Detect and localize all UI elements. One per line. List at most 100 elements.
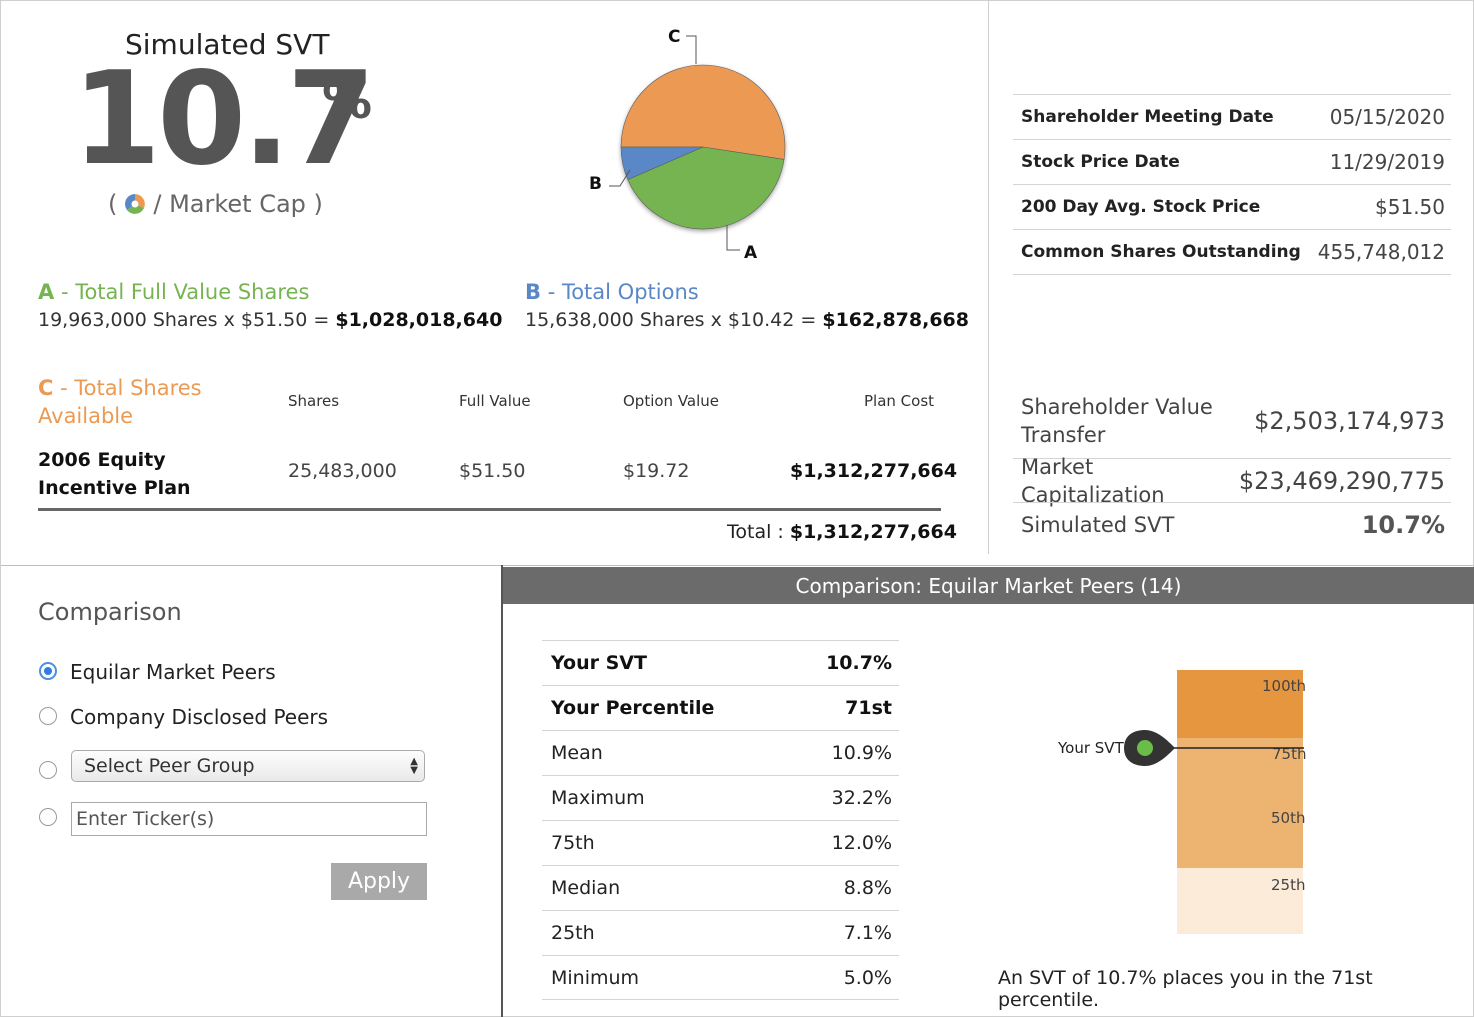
info-value: 11/29/2019 [1329,149,1445,174]
radio-ticker[interactable] [39,808,57,826]
info-row-shares-outstanding: Common Shares Outstanding 455,748,012 [1013,229,1451,275]
pie-slice-a [627,146,785,230]
svt-percent-sign: % [322,72,373,130]
radio-disclosed-peers[interactable] [39,707,57,725]
summary-label: Simulated SVT [1021,512,1175,537]
top-vertical-divider [988,0,989,554]
col-header-full-value: Full Value [459,392,531,410]
stat-row-your-svt: Your SVT 10.7% [542,640,899,685]
info-label: Common Shares Outstanding [1021,242,1301,262]
info-label: Shareholder Meeting Date [1021,106,1274,127]
calc-b-amount: $162,878,668 [822,309,969,331]
svt-formula: ( / Market Cap ) [108,190,323,218]
option-equilar-peers-label[interactable]: Equilar Market Peers [70,660,276,684]
percentile-segment-top [1177,670,1303,738]
calc-a-amount: $1,028,018,640 [335,309,503,331]
stat-value: 5.0% [843,966,892,989]
stat-label: Mean [551,742,603,764]
plan-full-value: $51.50 [459,460,526,482]
stat-label: 75th [551,832,595,854]
percentile-sentence: An SVT of 10.7% places you in the 71st p… [998,967,1373,1011]
info-row-avg-price: 200 Day Avg. Stock Price $51.50 [1013,184,1451,228]
summary-value: $23,469,290,775 [1238,466,1445,495]
percentile-segment-mid [1177,738,1303,868]
plan-cost: $1,312,277,664 [790,460,958,482]
summary-value: 10.7% [1361,510,1445,539]
info-value: 05/15/2020 [1329,104,1445,129]
calc-b: 15,638,000 Shares x $10.42 = $162,878,66… [525,309,969,331]
info-row-stock-price-date: Stock Price Date 11/29/2019 [1013,139,1451,183]
select-arrows-icon: ▲ ▼ [410,756,418,776]
stat-label: 25th [551,922,595,944]
stat-label: Minimum [551,966,640,989]
info-value: $51.50 [1375,194,1445,219]
comparison-title: Comparison [38,598,182,626]
stat-label: Your SVT [551,652,647,674]
horizontal-divider [0,565,1474,566]
stat-value: 10.7% [826,652,892,674]
calc-a: 19,963,000 Shares x $51.50 = $1,028,018,… [38,309,502,331]
stat-row-median: Median 8.8% [542,865,899,910]
summary-value: $2,503,174,973 [1254,406,1445,435]
bottom-left-panel [0,565,503,1017]
callout-a-line [726,225,740,251]
ticker-input[interactable]: Enter Ticker(s) [71,802,427,836]
info-value: 455,748,012 [1317,240,1445,264]
bottom-vertical-divider [501,565,503,1017]
percentile-label-25th: 25th [1271,876,1306,894]
option-disclosed-peers-label[interactable]: Company Disclosed Peers [70,705,329,729]
stat-value: 12.0% [831,832,892,854]
pie-slice-c [620,64,786,160]
info-row-meeting-date: Shareholder Meeting Date 05/15/2020 [1013,94,1451,138]
panel-title-bar: Comparison: Equilar Market Peers (14) [503,567,1474,604]
svt-pie-chart: C B A [589,27,786,263]
ticker-placeholder: Enter Ticker(s) [76,808,215,830]
total-value: $1,312,277,664 [789,521,957,543]
label-a-letter: A [38,280,55,304]
stat-label: Maximum [551,787,645,809]
label-b-title: - Total Options [541,280,699,304]
label-b-letter: B [525,280,542,304]
stat-row-mean: Mean 10.9% [542,730,899,775]
your-svt-marker-label: Your SVT [1058,739,1124,757]
peer-group-select-value: Select Peer Group [84,755,255,777]
stat-row-your-percentile: Your Percentile 71st [542,685,899,730]
market-cap-label: / Market Cap ) [153,190,323,218]
summary-label: Market Capitalization [1021,454,1165,507]
stat-row-75th: 75th 12.0% [542,820,899,865]
top-left-panel [0,0,989,566]
pie-label-a: A [744,243,758,263]
col-header-plan-cost: Plan Cost [864,392,935,410]
radio-equilar-peers[interactable] [39,662,57,680]
callout-c-line [686,35,697,64]
stat-row-minimum: Minimum 5.0% [542,955,899,1000]
pie-label-b: B [589,174,602,194]
info-label: Stock Price Date [1021,151,1180,172]
radio-peer-group[interactable] [39,761,57,779]
plan-total: Total : $1,312,277,664 [727,521,957,543]
total-label: Total : [727,521,790,543]
svt-big-value: 10.7 [72,45,376,194]
peer-group-select[interactable]: Select Peer Group ▲ ▼ [71,750,425,782]
col-header-shares: Shares [288,392,340,410]
summary-row-market-cap: Market Capitalization $23,469,290,775 [1013,455,1451,507]
your-svt-marker [1124,730,1304,766]
percentile-segment-low [1177,868,1303,934]
summary-label: Shareholder Value Transfer [1021,394,1213,447]
stat-value: 71st [845,697,892,719]
open-paren: ( [108,190,118,218]
stat-row-25th: 25th 7.1% [542,910,899,955]
label-c-letter: C [38,376,54,400]
summary-row-svt-transfer: Shareholder Value Transfer $2,503,174,97… [1013,383,1451,458]
col-header-option-value: Option Value [623,392,720,410]
calc-b-formula: 15,638,000 Shares x $10.42 = [525,309,823,331]
info-label: 200 Day Avg. Stock Price [1021,196,1261,217]
pie-mini-icon [125,194,146,214]
apply-button[interactable]: Apply [331,863,427,900]
stat-value: 32.2% [831,787,892,809]
label-c-title: - Total Shares Available [38,376,202,428]
plan-name: 2006 Equity Incentive Plan [38,449,191,499]
stat-label: Median [551,877,621,899]
plan-shares: 25,483,000 [288,460,397,482]
label-b: B - Total Options [525,280,699,304]
